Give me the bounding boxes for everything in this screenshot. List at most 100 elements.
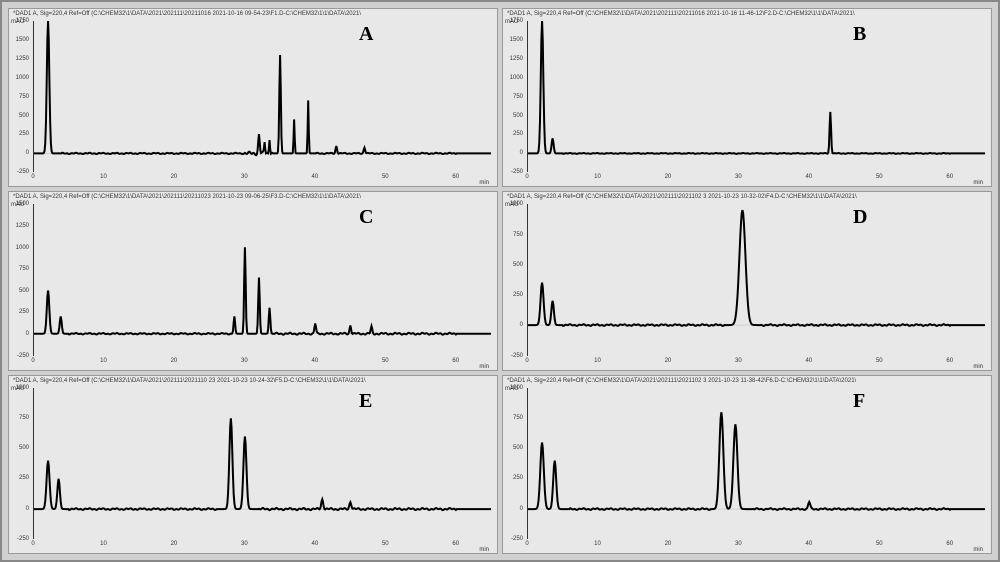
panel-label: D: [853, 206, 867, 229]
y-tick: 0: [26, 506, 29, 512]
x-tick: 40: [312, 174, 319, 180]
y-tick: 0: [520, 322, 523, 328]
y-tick: 1000: [16, 75, 29, 81]
x-tick: 0: [525, 174, 528, 180]
x-tick: 20: [665, 541, 672, 547]
panel-header: *DAD1 A, Sig=220,4 Ref=Off (C:\CHEM32\1\…: [13, 378, 366, 384]
x-tick: 0: [31, 358, 34, 364]
x-tick: 40: [806, 358, 813, 364]
y-tick: 750: [19, 415, 29, 421]
chromatogram-panel-b: *DAD1 A, Sig=220,4 Ref=Off (C:\CHEM32\1\…: [502, 8, 992, 187]
y-tick: 0: [520, 506, 523, 512]
x-tick: 20: [665, 174, 672, 180]
x-tick: 40: [806, 541, 813, 547]
panel-label: F: [853, 390, 865, 413]
panel-label: B: [853, 23, 866, 46]
x-tick: 20: [171, 358, 178, 364]
y-tick: 250: [19, 309, 29, 315]
x-axis: 0102030405060min: [33, 541, 491, 553]
y-tick: 750: [19, 94, 29, 100]
x-tick: 50: [876, 174, 883, 180]
y-tick: 1750: [510, 18, 523, 24]
chromatogram-trace: [528, 21, 985, 172]
x-tick: 60: [946, 358, 953, 364]
y-axis: -25002505007501000: [503, 204, 525, 355]
y-axis: -25002505007501000125015001750: [9, 21, 31, 172]
y-tick: -250: [511, 169, 523, 175]
chromatogram-grid: *DAD1 A, Sig=220,4 Ref=Off (C:\CHEM32\1\…: [0, 0, 1000, 562]
x-axis-unit: min: [973, 180, 983, 186]
panel-header: *DAD1 A, Sig=220,4 Ref=Off (C:\CHEM32\1\…: [13, 194, 361, 200]
x-tick: 20: [665, 358, 672, 364]
chromatogram-trace: [528, 388, 985, 539]
y-tick: 750: [19, 266, 29, 272]
chromatogram-trace: [34, 204, 491, 355]
y-tick: 1250: [510, 56, 523, 62]
x-axis-unit: min: [973, 364, 983, 370]
chromatogram-panel-e: *DAD1 A, Sig=220,4 Ref=Off (C:\CHEM32\1\…: [8, 375, 498, 554]
y-tick: 500: [19, 113, 29, 119]
y-tick: 250: [19, 475, 29, 481]
y-tick: 1000: [510, 201, 523, 207]
x-tick: 30: [241, 174, 248, 180]
x-axis: 0 10 20 30 40 50 60 min: [33, 174, 491, 186]
y-tick: 1000: [16, 245, 29, 251]
y-tick: 0: [26, 150, 29, 156]
chart-area: [527, 21, 985, 172]
y-tick: 750: [513, 415, 523, 421]
y-tick: -250: [17, 353, 29, 359]
y-tick: 0: [26, 331, 29, 337]
chart-area: [33, 388, 491, 539]
x-tick: 0: [525, 541, 528, 547]
panel-label: C: [359, 206, 373, 229]
y-tick: 250: [513, 131, 523, 137]
x-tick: 60: [452, 358, 459, 364]
x-tick: 60: [946, 541, 953, 547]
x-tick: 20: [171, 174, 178, 180]
chromatogram-panel-d: *DAD1 A, Sig=220,4 Ref=Off (C:\CHEM32\1\…: [502, 191, 992, 370]
y-tick: 1000: [16, 385, 29, 391]
x-axis-unit: min: [479, 180, 489, 186]
y-tick: 250: [513, 475, 523, 481]
x-tick: 30: [241, 358, 248, 364]
chromatogram-trace: [34, 388, 491, 539]
y-tick: 500: [19, 445, 29, 451]
y-tick: 1500: [16, 37, 29, 43]
x-tick: 0: [31, 174, 34, 180]
y-tick: 1500: [510, 37, 523, 43]
x-tick: 0: [525, 358, 528, 364]
y-tick: 500: [513, 445, 523, 451]
x-tick: 60: [452, 174, 459, 180]
x-tick: 10: [594, 541, 601, 547]
x-tick: 10: [100, 174, 107, 180]
x-tick: 50: [382, 358, 389, 364]
y-tick: -250: [17, 536, 29, 542]
y-tick: 500: [513, 262, 523, 268]
x-axis: 0102030405060min: [527, 541, 985, 553]
x-axis: 0102030405060min: [33, 358, 491, 370]
panel-header: *DAD1 A, Sig=220,4 Ref=Off (C:\CHEM32\1\…: [507, 378, 856, 384]
y-axis: -2500250500750100012501500: [9, 204, 31, 355]
y-tick: 1000: [510, 75, 523, 81]
x-tick: 50: [382, 541, 389, 547]
y-tick: 750: [513, 94, 523, 100]
x-tick: 40: [312, 358, 319, 364]
y-tick: 1750: [16, 18, 29, 24]
chromatogram-panel-f: *DAD1 A, Sig=220,4 Ref=Off (C:\CHEM32\1\…: [502, 375, 992, 554]
y-axis: -25002505007501000125015001750: [503, 21, 525, 172]
x-tick: 60: [946, 174, 953, 180]
x-tick: 30: [735, 541, 742, 547]
x-tick: 40: [806, 174, 813, 180]
chart-area: [33, 21, 491, 172]
chart-area: [527, 388, 985, 539]
chromatogram-panel-c: *DAD1 A, Sig=220,4 Ref=Off (C:\CHEM32\1\…: [8, 191, 498, 370]
chart-area: [33, 204, 491, 355]
x-tick: 50: [876, 358, 883, 364]
chart-area: [527, 204, 985, 355]
y-tick: 500: [19, 288, 29, 294]
y-axis: -25002505007501000: [503, 388, 525, 539]
x-tick: 50: [382, 174, 389, 180]
panel-label: A: [359, 23, 373, 46]
x-tick: 50: [876, 541, 883, 547]
y-tick: 1000: [510, 385, 523, 391]
